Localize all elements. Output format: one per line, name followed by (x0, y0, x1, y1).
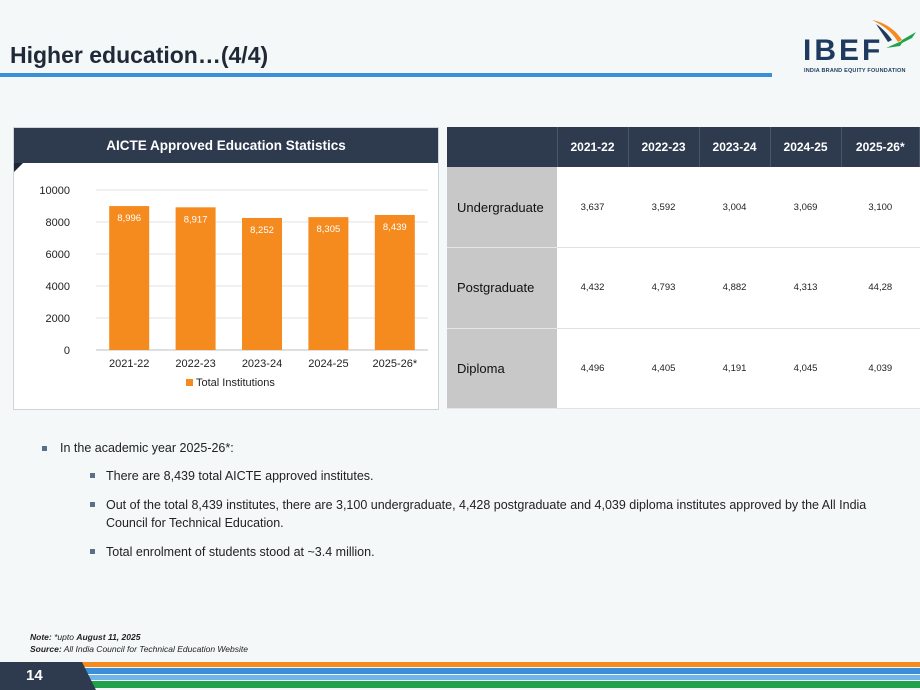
y-tick-label: 0 (64, 345, 70, 357)
y-tick-label: 8000 (46, 217, 70, 229)
note-line: Note: *upto August 11, 2025 (30, 631, 248, 643)
chart-panel: AICTE Approved Education Statistics 0 200… (13, 127, 439, 410)
x-tick-label: 2024-25 (308, 358, 348, 370)
bar (242, 217, 282, 350)
table-header-cell (447, 127, 558, 167)
source-line: Source: All India Council for Technical … (30, 643, 248, 655)
title-underline (0, 73, 772, 77)
y-tick-label: 6000 (46, 249, 70, 261)
note-label: Note: (30, 632, 52, 642)
table-cell: 4,496 (557, 328, 629, 409)
bullet-sub: Out of the total 8,439 institutes, there… (90, 496, 882, 532)
table-cell: 3,100 (841, 167, 920, 248)
logo-swoosh-icon (872, 20, 916, 48)
table-header-cell: 2024-25 (770, 127, 842, 167)
table-row: Diploma 4,496 4,405 4,191 4,045 4,039 (447, 328, 920, 409)
table-header-cell: 2023-24 (699, 127, 771, 167)
source-label: Source: (30, 644, 62, 654)
x-tick-label: 2022-23 (175, 358, 215, 370)
page-number: 14 (26, 667, 43, 684)
note-prefix: *upto (54, 632, 74, 642)
source-text: All India Council for Technical Educatio… (63, 644, 248, 654)
enrolment-table: 2021-22 2022-23 2023-24 2024-25 2025-26*… (447, 127, 920, 409)
table-row: Undergraduate 3,637 3,592 3,004 3,069 3,… (447, 167, 920, 248)
table-cell: 3,004 (699, 167, 771, 248)
x-tick-label: 2021-22 (109, 358, 149, 370)
table-cell: 44,28 (841, 247, 920, 329)
table-header-cell: 2021-22 (557, 127, 629, 167)
table-header-cell: 2022-23 (628, 127, 700, 167)
key-points: In the academic year 2025-26*: There are… (42, 441, 882, 572)
data-label: 8,917 (184, 214, 208, 225)
y-tick-label: 4000 (46, 281, 70, 293)
logo-subtitle: INDIA BRAND EQUITY FOUNDATION (804, 68, 906, 74)
table-cell: 4,793 (628, 247, 700, 329)
legend-swatch (186, 379, 193, 386)
table-cell: 3,592 (628, 167, 700, 248)
table-header-row: 2021-22 2022-23 2023-24 2024-25 2025-26* (447, 127, 920, 167)
table-cell: 4,432 (557, 247, 629, 329)
row-label: Undergraduate (447, 167, 557, 248)
bar (374, 214, 415, 350)
table-cell: 4,191 (699, 328, 771, 409)
bar (109, 206, 150, 350)
bar-chart: 0 2000 4000 6000 8000 10000 8,996 2021-22 8,917 2… (39, 185, 428, 389)
note-date: August 11, 2025 (76, 632, 141, 642)
table-cell: 3,637 (557, 167, 629, 248)
table-cell: 4,882 (699, 247, 771, 329)
table-cell: 4,039 (841, 328, 920, 409)
ibef-logo: IBEF INDIA BRAND EQUITY FOUNDATION (800, 18, 918, 78)
footer-bar (0, 662, 920, 690)
notes: Note: *upto August 11, 2025 Source: All … (30, 631, 248, 655)
y-tick-label: 10000 (39, 185, 70, 197)
table-header-cell: 2025-26* (841, 127, 920, 167)
table-cell: 4,045 (770, 328, 842, 409)
table-row: Postgraduate 4,432 4,793 4,882 4,313 44,… (447, 247, 920, 329)
row-label: Diploma (447, 328, 557, 409)
logo-wordmark: IBEF (803, 34, 884, 67)
bullet-sub: Total enrolment of students stood at ~3.… (90, 543, 882, 561)
table-cell: 4,405 (628, 328, 700, 409)
page-title: Higher education…(4/4) (10, 42, 269, 68)
x-tick-label: 2023-24 (242, 358, 282, 370)
table-cell: 4,313 (770, 247, 842, 329)
table-cell: 3,069 (770, 167, 842, 248)
bar (308, 217, 349, 350)
data-label: 8,252 (250, 225, 274, 236)
x-tick-label: 2025-26* (372, 358, 417, 370)
bullet-sub: There are 8,439 total AICTE approved ins… (90, 467, 882, 485)
data-label: 8,996 (117, 213, 141, 224)
bullet-main: In the academic year 2025-26*: (42, 441, 882, 455)
row-label: Postgraduate (447, 247, 557, 329)
bar (175, 207, 216, 350)
chart-title: AICTE Approved Education Statistics (14, 128, 438, 163)
data-label: 8,305 (317, 224, 341, 235)
y-tick-label: 2000 (46, 313, 70, 325)
legend-label: Total Institutions (196, 377, 275, 389)
chart-header-fold (14, 163, 23, 172)
data-label: 8,439 (383, 222, 407, 233)
